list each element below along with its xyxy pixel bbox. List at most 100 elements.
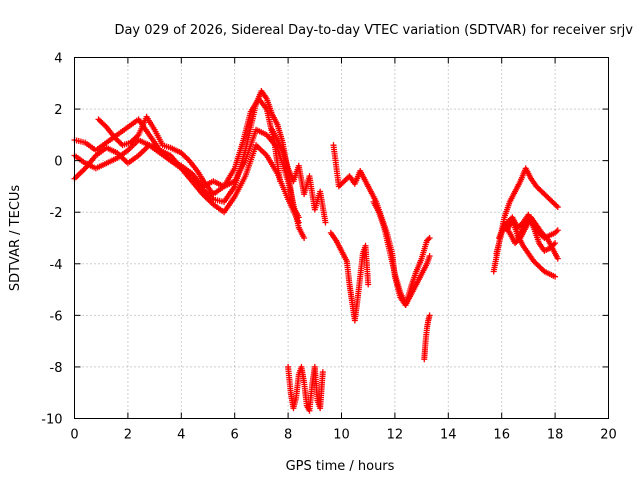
data-point <box>262 94 269 101</box>
data-point <box>241 174 248 181</box>
data-point <box>544 270 551 277</box>
data-point <box>208 194 215 201</box>
data-point <box>544 233 551 240</box>
data-point <box>91 154 98 161</box>
data-point <box>292 396 299 403</box>
data-point <box>145 130 152 137</box>
data-point <box>417 257 424 264</box>
data-point <box>294 217 301 224</box>
y-tick-label: 2 <box>54 103 62 118</box>
data-point <box>423 262 430 269</box>
data-point <box>544 246 551 253</box>
data-point <box>511 190 518 197</box>
series-track-6 <box>327 229 372 324</box>
data-point <box>261 130 268 137</box>
x-tick-label: 0 <box>70 428 78 443</box>
series-track-4 <box>95 95 284 198</box>
data-point <box>506 200 513 207</box>
data-point <box>218 198 225 205</box>
data-point <box>322 217 329 224</box>
data-point <box>553 202 560 209</box>
data-point <box>262 151 269 158</box>
data-point <box>319 371 326 378</box>
y-tick-label: 4 <box>54 52 62 67</box>
data-point <box>241 159 248 166</box>
data-point <box>412 270 419 277</box>
data-point <box>516 179 523 186</box>
data-point <box>548 243 555 250</box>
data-point <box>535 238 542 245</box>
data-point <box>303 400 310 407</box>
x-axis: 0 2 4 6 8 10 12 14 16 18 20 <box>70 57 617 443</box>
data-point <box>230 167 237 174</box>
data-point <box>314 395 321 402</box>
data-point <box>332 236 339 243</box>
x-tick-label: 6 <box>231 428 239 443</box>
data-point <box>541 191 548 198</box>
data-point <box>192 166 199 173</box>
data-point <box>500 216 507 223</box>
data-point <box>80 158 87 165</box>
y-axis: -10 -8 -6 -4 -2 0 2 4 <box>41 52 609 428</box>
data-point <box>365 279 372 286</box>
series-track-15 <box>514 216 561 241</box>
data-point <box>134 133 141 140</box>
data-point <box>417 272 424 279</box>
data-point <box>198 189 205 196</box>
data-point <box>519 241 526 248</box>
data-point <box>550 272 557 279</box>
x-tick-label: 8 <box>284 428 292 443</box>
data-point <box>391 268 398 275</box>
data-point <box>229 179 236 186</box>
data-point <box>150 124 157 131</box>
data-point <box>183 155 190 162</box>
data-point <box>552 201 559 208</box>
data-point <box>423 239 430 246</box>
data-point <box>144 141 151 148</box>
series-track-10 <box>285 363 326 414</box>
data-point <box>426 235 433 241</box>
data-point <box>380 222 387 229</box>
x-tick-label: 18 <box>547 428 564 443</box>
grid <box>74 57 609 419</box>
data-point <box>165 156 172 163</box>
data-point <box>176 164 183 171</box>
data-point <box>553 253 560 260</box>
data-point <box>536 186 543 193</box>
data-point <box>208 200 215 207</box>
data-point <box>527 173 534 180</box>
data-point <box>123 148 130 155</box>
data-point <box>425 236 432 243</box>
data-point <box>425 254 432 261</box>
series-track-14 <box>504 216 559 280</box>
data-point <box>187 176 194 183</box>
data-point <box>187 169 194 176</box>
data-point <box>554 227 561 234</box>
data-point <box>165 144 172 151</box>
data-point <box>176 149 183 156</box>
y-tick-label: -10 <box>41 413 62 428</box>
data-point <box>338 180 345 187</box>
x-tick-label: 14 <box>440 428 457 443</box>
data-point <box>110 132 117 139</box>
series-track-9 <box>421 312 433 363</box>
data-point <box>80 166 87 173</box>
y-tick-label: -6 <box>50 309 63 324</box>
x-tick-label: 10 <box>333 428 350 443</box>
data-point <box>540 267 547 274</box>
data-point <box>123 125 130 132</box>
data-point <box>374 207 381 214</box>
data-point <box>553 228 560 235</box>
data-point <box>519 226 526 233</box>
data-point <box>546 196 553 203</box>
data-point <box>116 139 123 146</box>
data-point <box>366 186 373 193</box>
data-point <box>533 260 540 267</box>
data-point <box>342 256 349 263</box>
data-point <box>112 149 119 156</box>
data-point <box>337 246 344 253</box>
data-point <box>101 161 108 168</box>
data-point <box>230 195 237 202</box>
data-point <box>101 140 108 147</box>
data-series <box>71 88 561 414</box>
